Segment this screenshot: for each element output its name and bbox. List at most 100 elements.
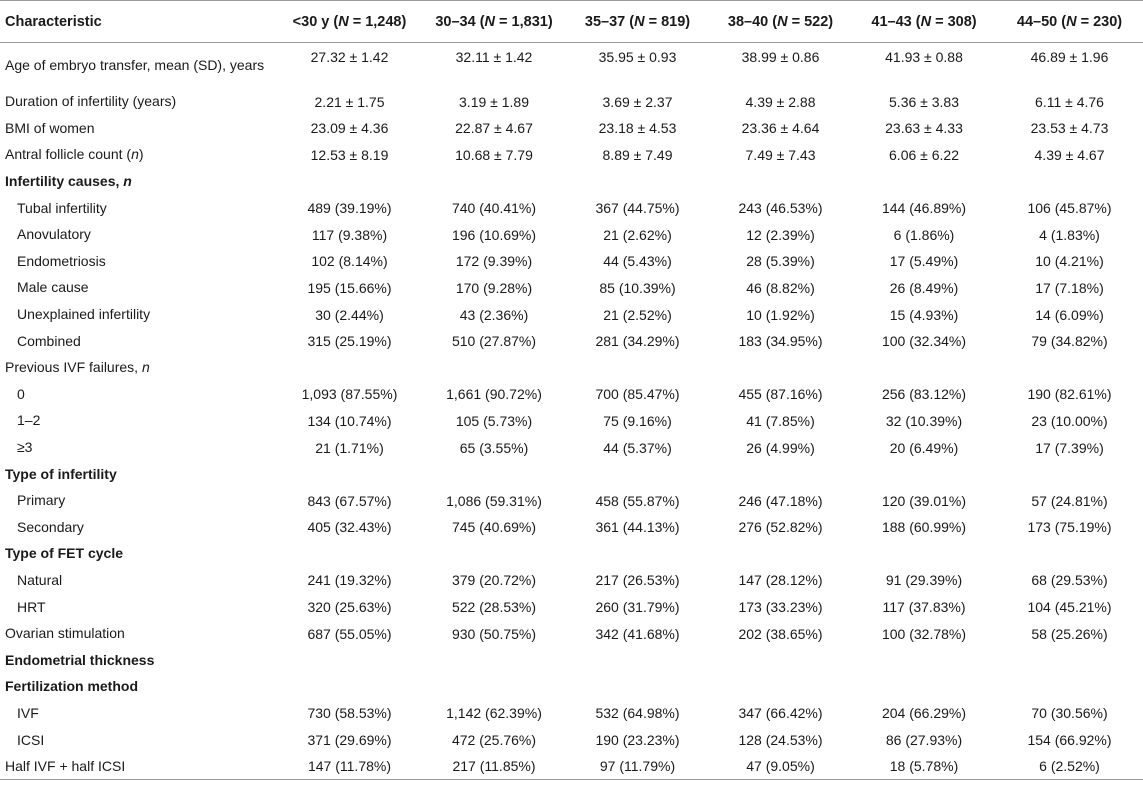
- cell-value: 217 (11.85%): [422, 753, 566, 781]
- cell-value: [709, 168, 852, 195]
- cell-value: 243 (46.53%): [738, 200, 823, 217]
- cell-value: [996, 647, 1143, 674]
- cell-value: 91 (29.39%): [885, 572, 963, 589]
- cell-value: 35.95 ± 0.93: [598, 49, 677, 65]
- cell-value: 10.68 ± 7.79: [455, 146, 533, 163]
- cell-value: 202 (38.65%): [738, 625, 823, 642]
- cell-value: 75 (9.16%): [603, 412, 672, 429]
- cell-value: 104 (45.21%): [1027, 599, 1112, 616]
- row-label: BMI of women: [5, 119, 95, 136]
- cell-value: 2.21 ± 1.75: [314, 93, 385, 110]
- cell-value: [422, 674, 566, 701]
- cell-value: 58 (25.26%): [1031, 625, 1108, 642]
- cell-value: [277, 647, 422, 674]
- row-label: Natural: [17, 571, 63, 588]
- cell-value: [277, 354, 422, 381]
- cell-value: 347 (66.42%): [738, 705, 823, 722]
- table-row: Fertilization method: [0, 674, 1143, 701]
- row-label: 1–2: [17, 412, 41, 429]
- cell-value: 117 (37.83%): [882, 599, 966, 616]
- cell-value: [852, 168, 996, 195]
- table-row: 1–2 134 (10.74%) 105 (5.73%) 75 (9.16%) 41 (…: [0, 408, 1143, 435]
- cell-value: 188 (60.99%): [881, 519, 967, 536]
- cell-value: 14 (6.09%): [1035, 306, 1104, 323]
- cell-value: 57 (24.81%): [1031, 492, 1108, 509]
- cell-value: [709, 674, 852, 701]
- cell-value: 120 (39.01%): [881, 492, 967, 509]
- row-label: Endometriosis: [17, 252, 106, 269]
- cell-value: [852, 461, 996, 488]
- row-label: Antral follicle count (n): [5, 146, 144, 163]
- cell-value: 100 (32.34%): [881, 333, 967, 350]
- cell-value: 97 (11.79%): [566, 753, 709, 781]
- cell-value: 361 (44.13%): [595, 519, 680, 536]
- row-label: Tubal infertility: [17, 199, 107, 216]
- cell-value: 26 (4.99%): [746, 439, 815, 456]
- header-age-under-30: <30 y (N = 1,248): [277, 0, 422, 43]
- cell-value: 8.89 ± 7.49: [602, 146, 673, 163]
- cell-value: 17 (7.18%): [1035, 279, 1104, 296]
- cell-value: 700 (85.47%): [595, 386, 680, 403]
- cell-value: 740 (40.41%): [451, 200, 537, 217]
- cell-value: [566, 354, 709, 381]
- table-row: Duration of infertility (years) 2.21 ± 1.…: [0, 89, 1143, 116]
- row-label: Duration of infertility (years): [5, 93, 177, 110]
- cell-value: [852, 674, 996, 701]
- cell-value: [277, 461, 422, 488]
- cell-value: 1,661 (90.72%): [446, 386, 542, 403]
- cell-value: 44 (5.43%): [603, 253, 672, 270]
- row-label: Ovarian stimulation: [5, 625, 125, 642]
- cell-value: 20 (6.49%): [889, 439, 959, 456]
- cell-value: 32.11 ± 1.42: [455, 49, 533, 65]
- row-label: ≥3: [17, 439, 33, 456]
- table-row: HRT 320 (25.63%) 522 (28.53%) 260 (31.79%) 1…: [0, 594, 1143, 621]
- cell-value: [277, 674, 422, 701]
- row-label: Infertility causes, n: [5, 173, 132, 190]
- cell-value: 46.89 ± 1.96: [1030, 49, 1109, 65]
- cell-value: [996, 674, 1143, 701]
- table-row: Previous IVF failures, n: [0, 354, 1143, 381]
- row-label: Endometrial thickness: [5, 651, 155, 668]
- table-row: Natural 241 (19.32%) 379 (20.72%) 217 (26.5…: [0, 567, 1143, 594]
- cell-value: [852, 541, 996, 568]
- row-label: Half IVF + half ICSI: [0, 753, 277, 781]
- cell-value: 241 (19.32%): [307, 572, 392, 589]
- header-row: Characteristic <30 y (N = 1,248) 30–34 (…: [0, 0, 1143, 43]
- cell-value: 21 (1.71%): [315, 439, 384, 456]
- cell-value: 7.49 ± 7.43: [745, 146, 816, 163]
- table-row: BMI of women 23.09 ± 4.36 22.87 ± 4.67 23.1…: [0, 115, 1143, 142]
- header-age-38-40: 38–40 (N = 522): [709, 0, 852, 43]
- row-label: Primary: [17, 492, 66, 509]
- table-row: 0 1,093 (87.55%) 1,661 (90.72%) 700 (85.47%…: [0, 381, 1143, 408]
- cell-value: 204 (66.29%): [881, 705, 967, 722]
- cell-value: 38.99 ± 0.86: [741, 49, 820, 65]
- cell-value: 4 (1.83%): [1039, 226, 1100, 243]
- cell-value: 532 (64.98%): [595, 705, 680, 722]
- cell-value: 379 (20.72%): [451, 572, 537, 589]
- cell-value: 23.53 ± 4.73: [1030, 120, 1109, 137]
- row-label: Age of embryo transfer, mean (SD), years: [5, 57, 265, 74]
- cell-value: 144 (46.89%): [881, 200, 967, 217]
- cell-value: 489 (39.19%): [307, 200, 392, 217]
- cell-value: 276 (52.82%): [738, 519, 823, 536]
- cell-value: 260 (31.79%): [595, 599, 680, 616]
- cell-value: [277, 541, 422, 568]
- cell-value: [422, 541, 566, 568]
- cell-value: [996, 541, 1143, 568]
- cell-value: 154 (66.92%): [1027, 732, 1112, 749]
- cell-value: [709, 461, 852, 488]
- table-row: Endometrial thickness: [0, 647, 1143, 674]
- cell-value: [852, 354, 996, 381]
- cell-value: 195 (15.66%): [307, 279, 392, 296]
- row-label: Type of infertility: [5, 465, 117, 482]
- cell-value: 522 (28.53%): [451, 599, 537, 616]
- cell-value: 105 (5.73%): [455, 412, 533, 429]
- cell-value: [566, 168, 709, 195]
- cell-value: 1,086 (59.31%): [446, 492, 542, 509]
- cell-value: [996, 354, 1143, 381]
- cell-value: 510 (27.87%): [451, 333, 537, 350]
- cell-value: 190 (23.23%): [595, 732, 680, 749]
- cell-value: 79 (34.82%): [1031, 333, 1108, 350]
- cell-value: 46 (8.82%): [746, 279, 815, 296]
- cell-value: 23.63 ± 4.33: [885, 120, 963, 137]
